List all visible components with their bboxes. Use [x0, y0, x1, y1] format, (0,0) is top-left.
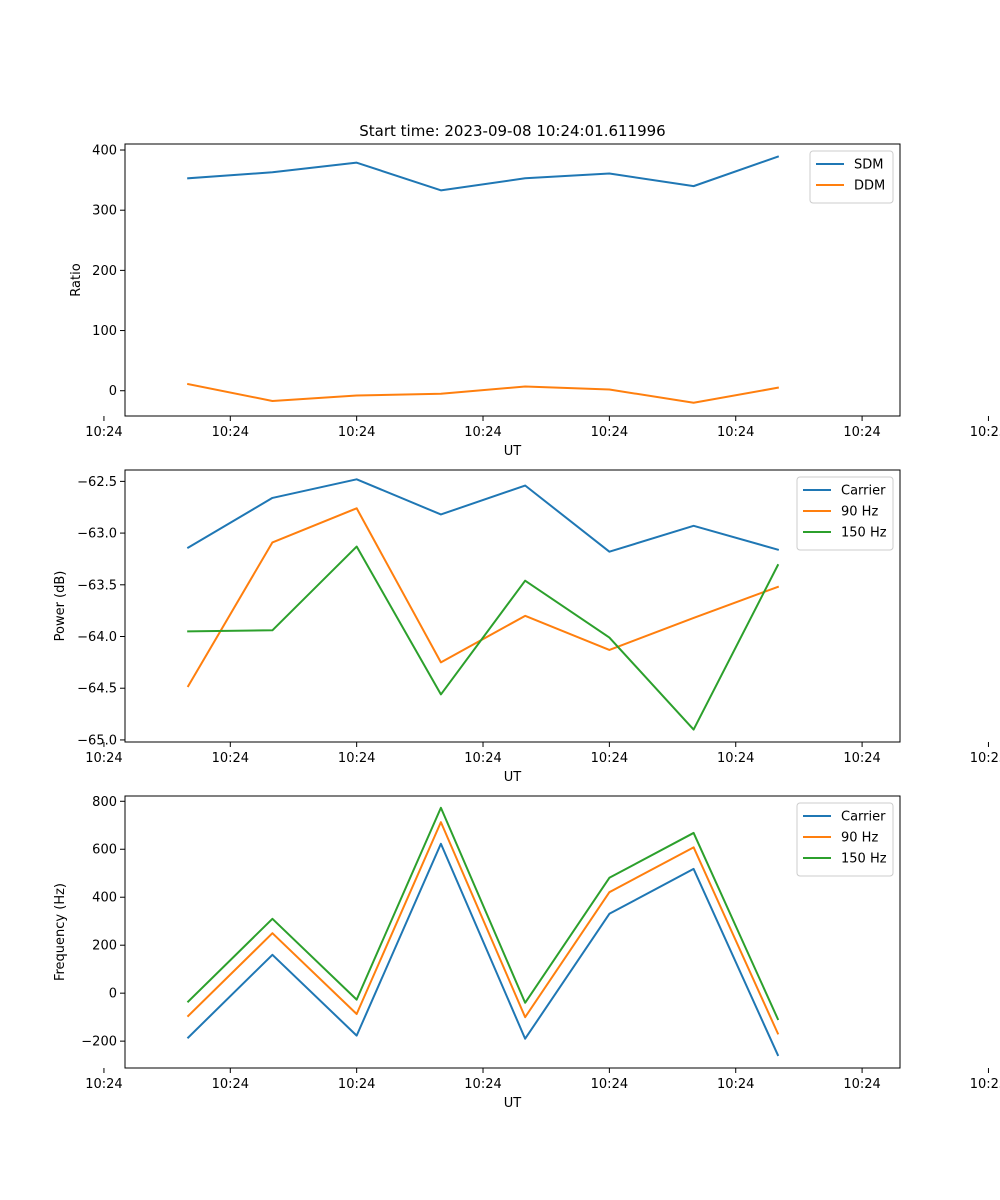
legend: Carrier 90 Hz 150 Hz — [796, 476, 894, 551]
series-line-150-hz — [187, 545, 780, 731]
legend-label: 90 Hz — [841, 831, 878, 846]
y-tick-label: 600 — [92, 843, 117, 858]
x-tick-label: 10:24 — [338, 425, 375, 440]
x-tick-label: 10:24 — [843, 425, 880, 440]
legend-label: Carrier — [841, 810, 886, 825]
x-tick-label: 10:24 — [212, 751, 249, 766]
legend: SDM DDM — [809, 150, 894, 204]
axes-frame — [124, 469, 901, 743]
x-tick-label: 10:24 — [212, 425, 249, 440]
y-tick-label: −63.5 — [77, 578, 117, 593]
x-tick-label: 10:24 — [85, 425, 122, 440]
y-tick-label: 0 — [109, 987, 117, 1002]
x-tick-label: 10:24 — [843, 1077, 880, 1092]
chart-panel-1: 10:24 10:24 10:24 10:24 10:24 10:24 10:24 10:25… — [69, 122, 1000, 459]
y-tick-label: 800 — [92, 795, 117, 810]
x-tick-label: 10:24 — [843, 751, 880, 766]
y-tick-label: 400 — [92, 144, 117, 159]
legend-label: Carrier — [841, 484, 886, 499]
x-tick-label: 10:24 — [338, 1077, 375, 1092]
x-axis-label: UT — [504, 770, 522, 785]
y-axis-label: Power (dB) — [53, 571, 68, 642]
legend-label: 150 Hz — [841, 526, 887, 541]
y-tick-label: −62.5 — [77, 475, 117, 490]
x-tick-label: 10:24 — [591, 425, 628, 440]
series-line-carrier — [186, 478, 780, 553]
x-tick-label: 10:25 — [970, 751, 1000, 766]
plot-area — [125, 144, 900, 416]
x-tick-label: 10:24 — [85, 1077, 122, 1092]
y-tick-label: 300 — [92, 204, 117, 219]
x-axis-label: UT — [504, 1096, 522, 1111]
series-line-carrier — [186, 842, 780, 1057]
y-tick-label: −65.0 — [77, 733, 117, 748]
y-axis-label: Ratio — [69, 263, 84, 296]
y-tick-label: 100 — [92, 324, 117, 339]
x-tick-label: 10:24 — [591, 751, 628, 766]
series-line-150-hz — [186, 806, 780, 1021]
axes-frame — [124, 143, 901, 417]
plot-area — [125, 796, 900, 1068]
series-line-ddm — [187, 382, 780, 404]
legend-label: DDM — [854, 179, 885, 194]
legend-label: 150 Hz — [841, 852, 887, 867]
y-tick-label: 200 — [92, 264, 117, 279]
x-tick-label: 10:24 — [338, 751, 375, 766]
x-tick-label: 10:24 — [464, 425, 501, 440]
legend-label: 90 Hz — [841, 505, 878, 520]
y-tick-label: −64.0 — [77, 630, 117, 645]
chart-panel-3: 10:24 10:24 10:24 10:24 10:24 10:24 10:24 10:25… — [53, 795, 1000, 1111]
y-tick-label: 200 — [92, 939, 117, 954]
chart-title: Start time: 2023-09-08 10:24:01.611996 — [359, 122, 665, 140]
series-line-90-hz — [186, 821, 780, 1035]
axes-frame — [124, 795, 901, 1069]
x-tick-label: 10:24 — [464, 751, 501, 766]
x-tick-label: 10:24 — [717, 425, 754, 440]
chart-panel-2: 10:24 10:24 10:24 10:24 10:24 10:24 10:24 10:25… — [53, 469, 1000, 785]
series-line-sdm — [187, 155, 780, 192]
y-tick-label: −63.0 — [77, 527, 117, 542]
x-tick-label: 10:25 — [970, 425, 1000, 440]
x-axis-label: UT — [504, 444, 522, 459]
y-tick-label: 400 — [92, 891, 117, 906]
x-tick-label: 10:24 — [717, 751, 754, 766]
y-tick-label: −200 — [81, 1035, 117, 1050]
x-tick-label: 10:25 — [970, 1077, 1000, 1092]
plot-area — [125, 470, 900, 742]
x-tick-label: 10:24 — [591, 1077, 628, 1092]
x-tick-label: 10:24 — [717, 1077, 754, 1092]
y-tick-label: −64.5 — [77, 682, 117, 697]
legend-label: SDM — [854, 158, 883, 173]
x-tick-label: 10:24 — [85, 751, 122, 766]
x-tick-label: 10:24 — [212, 1077, 249, 1092]
legend: Carrier 90 Hz 150 Hz — [796, 802, 894, 877]
y-axis-label: Frequency (Hz) — [53, 883, 68, 981]
y-tick-label: 0 — [109, 384, 117, 399]
x-tick-label: 10:24 — [464, 1077, 501, 1092]
